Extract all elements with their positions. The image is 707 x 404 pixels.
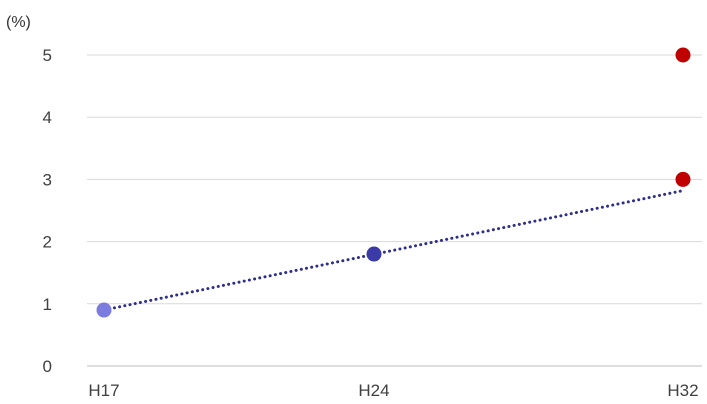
data-point-h32-2 xyxy=(675,171,691,187)
x-tick-label: H24 xyxy=(358,381,389,400)
y-tick-labels: 0 1 2 3 4 5 xyxy=(43,46,52,376)
y-tick-label: 1 xyxy=(43,295,52,314)
data-point-h24-1 xyxy=(366,246,382,262)
data-point-h32-3 xyxy=(675,47,691,63)
data-points xyxy=(96,47,691,318)
x-tick-label: H17 xyxy=(88,381,119,400)
gridlines xyxy=(87,54,702,367)
trendline xyxy=(102,189,685,312)
y-tick-label: 4 xyxy=(43,108,52,127)
y-tick-label: 2 xyxy=(43,233,52,252)
data-point-h17-0 xyxy=(96,302,112,318)
y-tick-label: 3 xyxy=(43,170,52,189)
y-unit-label: (%) xyxy=(6,14,31,31)
y-tick-label: 5 xyxy=(43,46,52,65)
y-tick-label: 0 xyxy=(43,357,52,376)
x-tick-labels: H17 H24 H32 xyxy=(88,381,698,400)
x-tick-label: H32 xyxy=(667,381,698,400)
